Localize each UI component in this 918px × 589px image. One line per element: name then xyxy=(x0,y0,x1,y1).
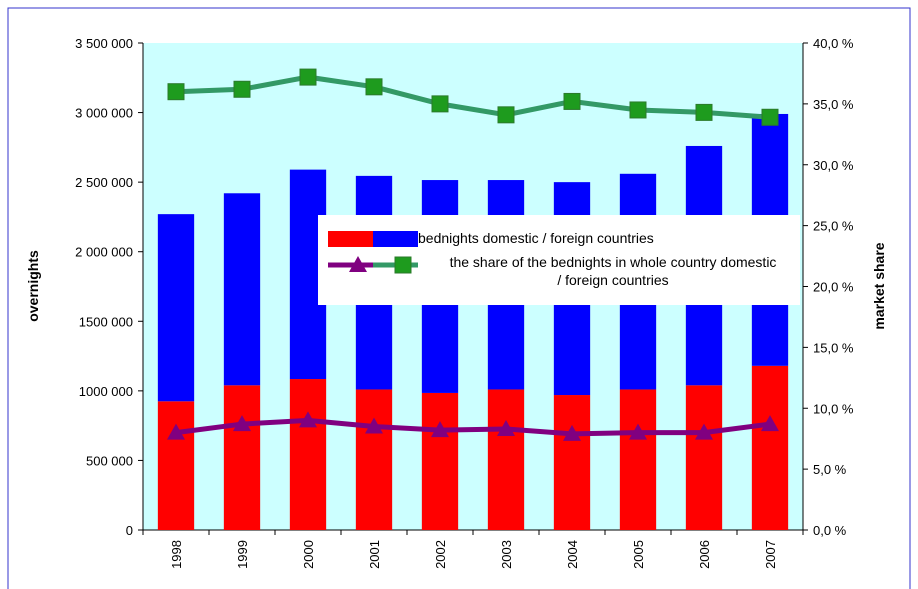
bar xyxy=(685,385,723,530)
line xyxy=(175,74,771,120)
y-tick-label: 1500 000 xyxy=(79,314,133,329)
marker xyxy=(167,423,185,440)
x-tick-label: 2002 xyxy=(433,540,448,569)
y2-tick-label: 5,0 % xyxy=(813,462,847,477)
y-tick-label: 3 500 000 xyxy=(75,36,133,51)
y2-tick-label: 20,0 % xyxy=(813,280,854,295)
marker xyxy=(233,80,251,98)
bar xyxy=(355,389,393,530)
bar xyxy=(553,395,591,530)
y2-tick-label: 30,0 % xyxy=(813,158,854,173)
marker xyxy=(431,95,449,113)
y2-tick-label: 35,0 % xyxy=(813,97,854,112)
y2-tick-label: 40,0 % xyxy=(813,36,854,51)
bar xyxy=(487,389,525,530)
x-tick-label: 2000 xyxy=(301,540,316,569)
x-tick-label: 1999 xyxy=(235,540,250,569)
x-tick-label: 1998 xyxy=(169,540,184,569)
bar xyxy=(157,401,195,530)
x-tick-label: 2001 xyxy=(367,540,382,569)
x-tick-label: 2004 xyxy=(565,540,580,569)
line xyxy=(175,417,771,437)
x-tick-label: 2003 xyxy=(499,540,514,569)
y-tick-label: 500 000 xyxy=(86,453,133,468)
marker xyxy=(365,78,383,96)
marker xyxy=(167,83,185,101)
y2-tick-label: 10,0 % xyxy=(813,401,854,416)
bar xyxy=(289,379,327,530)
y2-axis-label: market share xyxy=(871,242,887,329)
y-tick-label: 3 000 000 xyxy=(75,106,133,121)
bar xyxy=(619,389,657,530)
legend-label: bednights domestic / foreign countries xyxy=(418,230,654,246)
marker xyxy=(563,92,581,110)
marker xyxy=(431,421,449,438)
x-tick-label: 2006 xyxy=(697,540,712,569)
marker xyxy=(497,106,515,124)
y2-tick-label: 25,0 % xyxy=(813,219,854,234)
marker xyxy=(394,256,412,274)
marker xyxy=(233,415,251,432)
y-tick-label: 2 500 000 xyxy=(75,175,133,190)
marker xyxy=(629,101,647,119)
x-tick-label: 2007 xyxy=(763,540,778,569)
y2-tick-label: 15,0 % xyxy=(813,340,854,355)
marker xyxy=(349,256,367,272)
legend-label: the share of the bednights in whole coun… xyxy=(449,254,777,288)
marker xyxy=(299,68,317,86)
bar xyxy=(751,365,789,530)
y-tick-label: 0 xyxy=(126,523,133,538)
bar xyxy=(157,214,195,402)
marker xyxy=(695,103,713,121)
marker xyxy=(497,419,515,436)
marker xyxy=(695,423,713,440)
legend-swatch xyxy=(328,231,373,247)
y-tick-label: 2 000 000 xyxy=(75,245,133,260)
legend-swatch xyxy=(373,231,418,247)
marker xyxy=(629,423,647,440)
marker xyxy=(299,411,317,428)
marker xyxy=(563,424,581,441)
marker xyxy=(761,415,779,432)
marker xyxy=(761,108,779,126)
y2-tick-label: 0,0 % xyxy=(813,523,847,538)
x-tick-label: 2005 xyxy=(631,540,646,569)
bar xyxy=(223,385,261,530)
y-tick-label: 1000 000 xyxy=(79,384,133,399)
bar xyxy=(223,193,261,386)
bar xyxy=(421,392,459,530)
marker xyxy=(365,417,383,434)
y-axis-label: overnights xyxy=(25,250,41,322)
